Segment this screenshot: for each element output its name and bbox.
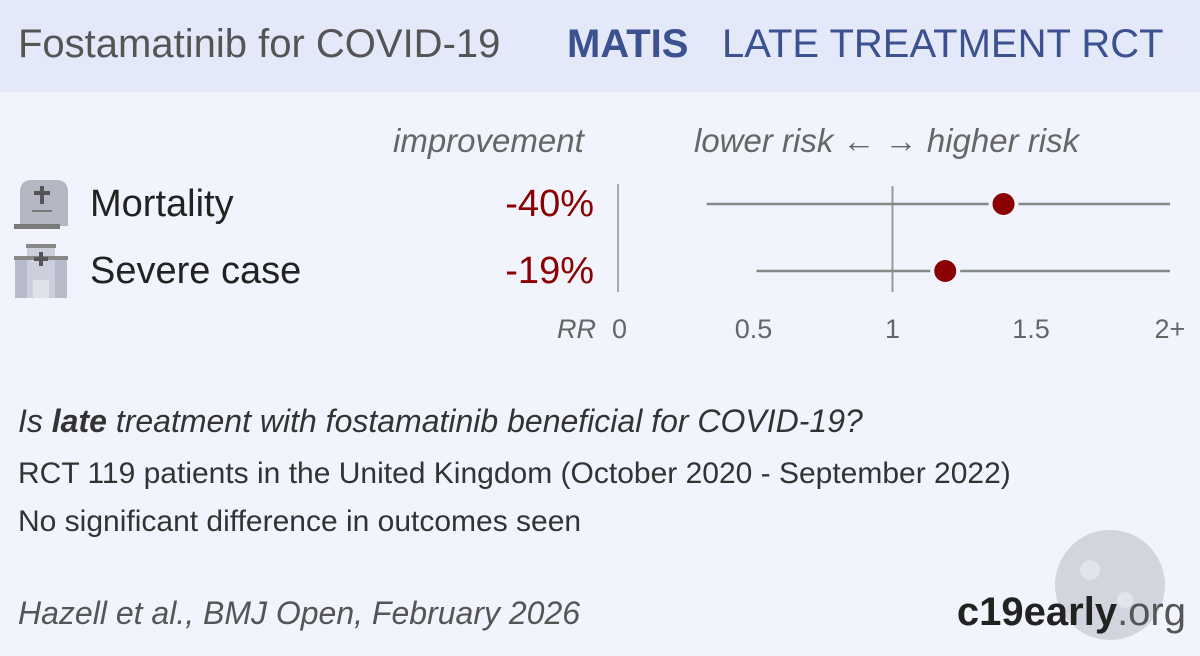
title: Fostamatinib for COVID-19 bbox=[18, 22, 501, 66]
study-details: RCT 119 patients in the United Kingdom (… bbox=[18, 457, 1011, 490]
x-axis-label: RR bbox=[557, 314, 596, 344]
row-label-severe: Severe case bbox=[90, 250, 302, 292]
improvement-mortality: -40% bbox=[505, 183, 594, 225]
result-summary: No significant difference in outcomes se… bbox=[18, 505, 582, 538]
treatment-type: LATE TREATMENT RCT bbox=[722, 22, 1164, 66]
brand-logo[interactable]: c19early.org bbox=[956, 590, 1186, 634]
rr-point bbox=[992, 193, 1015, 215]
x-tick-label: 1.5 bbox=[1012, 314, 1050, 344]
x-tick-label: 1 bbox=[885, 314, 901, 344]
improvement-severe: -19% bbox=[505, 250, 594, 292]
x-tick-label: 2+ bbox=[1154, 314, 1186, 344]
improvement-header: improvement bbox=[393, 122, 584, 159]
risk-header: lower risk ← → higher risk bbox=[694, 122, 1080, 159]
header: Fostamatinib for COVID-19 MATIS LATE TRE… bbox=[0, 0, 1200, 92]
x-tick-label: 0.5 bbox=[734, 314, 773, 344]
rr-point bbox=[934, 260, 957, 282]
citation: Hazell et al., BMJ Open, February 2026 bbox=[18, 595, 581, 631]
trial-name: MATIS bbox=[567, 22, 689, 66]
virus-icon bbox=[1055, 530, 1165, 640]
gravestone-icon bbox=[14, 180, 68, 229]
row-label-mortality: Mortality bbox=[90, 183, 234, 225]
question: Is late treatment with fostamatinib bene… bbox=[18, 403, 863, 439]
x-tick-label: 0 bbox=[612, 314, 628, 344]
hospital-icon bbox=[14, 244, 68, 298]
